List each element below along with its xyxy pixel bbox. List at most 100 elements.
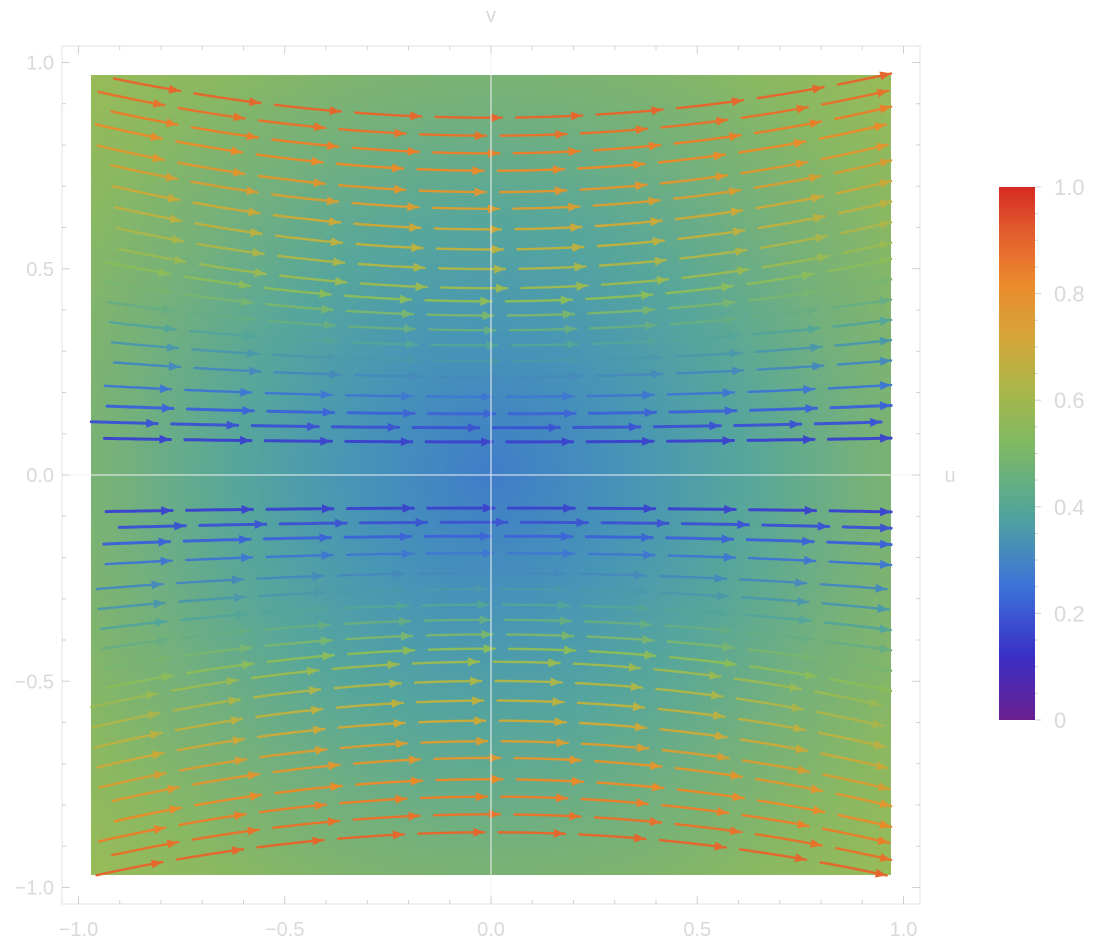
stream-arrowhead: [233, 112, 245, 122]
stream-arrowhead: [481, 629, 493, 639]
stream-arrowhead: [392, 830, 404, 840]
stream-arrowhead: [797, 765, 809, 775]
stream-segment: [350, 341, 419, 346]
stream-arrowhead: [409, 222, 421, 232]
stream-segment: [739, 578, 808, 585]
stream-segment: [97, 826, 167, 843]
stream-arrowhead: [643, 305, 655, 315]
stream-segment: [352, 758, 422, 765]
stream-segment: [189, 329, 258, 338]
stream-segment: [112, 77, 182, 93]
stream-arrowhead: [403, 408, 415, 418]
stream-segment: [498, 189, 568, 194]
stream-arrowhead: [794, 853, 807, 863]
stream-segment: [118, 247, 187, 263]
stream-segment: [665, 284, 734, 295]
stream-arrowhead: [559, 616, 571, 626]
stream-arrowhead: [322, 651, 334, 661]
stream-arrowhead: [394, 184, 406, 194]
stream-arrowhead: [879, 158, 892, 168]
stream-segment: [588, 650, 657, 657]
stream-segment: [816, 710, 885, 728]
stream-segment: [580, 797, 649, 805]
stream-segment: [755, 777, 824, 793]
x-axis-label: u: [944, 465, 955, 487]
stream-arrowhead: [335, 518, 347, 528]
stream-arrowhead: [718, 608, 730, 618]
stream-arrowhead: [796, 596, 809, 606]
stream-segment: [269, 336, 338, 343]
stream-arrowhead: [877, 604, 889, 613]
stream-arrowhead: [731, 97, 743, 107]
stream-arrowhead: [569, 811, 581, 821]
stream-arrowhead: [476, 736, 488, 746]
stream-arrowhead: [644, 408, 656, 418]
stream-segment: [579, 127, 649, 135]
stream-arrowhead: [245, 331, 257, 341]
stream-arrowhead: [330, 782, 342, 792]
stream-segment: [430, 343, 499, 347]
stream-arrowhead: [808, 173, 821, 183]
stream-arrowhead: [328, 217, 340, 226]
stream-segment: [175, 848, 245, 861]
stream-arrowhead: [246, 131, 258, 141]
y-tick-label: 1.0: [26, 53, 54, 75]
stream-segment: [190, 126, 260, 139]
stream-arrowhead: [167, 193, 180, 203]
stream-arrowhead: [715, 731, 727, 741]
stream-arrowhead: [803, 385, 815, 395]
stream-segment: [191, 348, 260, 356]
stream-arrowhead: [795, 159, 808, 169]
stream-arrowhead: [734, 247, 747, 256]
stream-segment: [503, 618, 573, 623]
stream-segment: [508, 647, 577, 652]
stream-segment: [331, 663, 400, 671]
stream-segment: [746, 437, 816, 442]
stream-arrowhead: [226, 420, 238, 430]
stream-arrowhead: [486, 340, 498, 350]
stream-arrowhead: [566, 339, 578, 349]
stream-segment: [520, 284, 589, 290]
axis-ticks: −1.0 −0.5 0.0 0.5 1.0 −1.0 −0.5 0.0 0.5 1.0: [15, 46, 920, 941]
stream-arrowhead: [728, 187, 741, 197]
stream-segment: [515, 114, 584, 119]
stream-arrowhead: [328, 761, 340, 771]
stream-segment: [353, 222, 422, 230]
stream-arrowhead: [795, 744, 807, 754]
stream-segment: [660, 118, 729, 129]
stream-arrowhead: [321, 550, 333, 560]
stream-arrowhead: [160, 556, 172, 566]
stream-arrowhead: [484, 325, 496, 335]
stream-arrowhead: [234, 756, 246, 766]
stream-arrowhead: [729, 132, 741, 142]
stream-arrowhead: [387, 660, 399, 670]
y-tick-label: 0.0: [26, 465, 54, 487]
stream-arrowhead: [802, 435, 814, 445]
stream-segment: [664, 624, 734, 633]
stream-arrowhead: [560, 295, 572, 305]
stream-segment: [761, 523, 831, 528]
stream-segment: [667, 300, 736, 310]
stream-segment: [431, 206, 500, 210]
stream-arrowhead: [473, 827, 485, 837]
stream-arrowhead: [638, 603, 650, 613]
stream-segment: [335, 701, 404, 709]
stream-segment: [512, 358, 582, 363]
stream-arrowhead: [879, 664, 892, 674]
y-tick-label: −1.0: [15, 878, 54, 900]
stream-arrowhead: [168, 361, 180, 371]
stream-arrowhead: [480, 296, 492, 306]
stream-arrowhead: [233, 593, 246, 603]
stream-arrowhead: [322, 407, 334, 417]
stream-arrowhead: [474, 716, 486, 726]
stream-segment: [354, 373, 423, 378]
stream-arrowhead: [880, 507, 892, 517]
stream-arrowhead: [161, 403, 173, 413]
stream-segment: [823, 621, 892, 632]
stream-segment: [113, 806, 182, 823]
color-legend: 0 0.2 0.4 0.6 0.8 1.0: [999, 175, 1085, 733]
stream-segment: [512, 205, 581, 210]
stream-arrowhead: [802, 536, 814, 546]
stream-arrowhead: [708, 670, 721, 680]
stream-arrowhead: [572, 243, 584, 252]
